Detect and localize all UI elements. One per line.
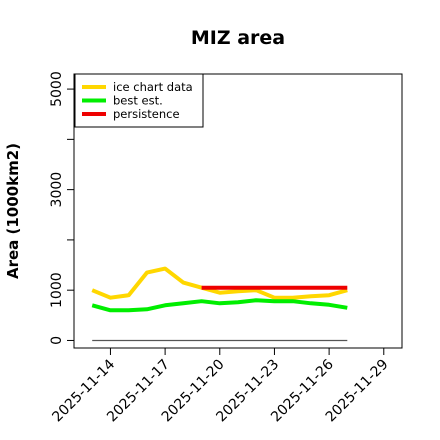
series-layer [91,266,348,342]
y-tick-label: 5000 [49,71,65,107]
y-tick-label: 1000 [49,272,65,308]
plot-frame [73,73,403,349]
y-tick-label: 3000 [49,172,65,208]
legend-entry: ice chart data [113,80,193,94]
legend-entry: best est. [113,94,163,108]
y-tick-label: 0 [49,336,65,345]
legend-entry: persistence [113,107,180,121]
y-axis: 0 1000 3000 5000 [49,71,74,345]
y-axis-label: Area (1000km2) [4,143,22,279]
series-line-best-est- [91,298,348,313]
x-axis: 2025-11-142025-11-172025-11-202025-11-23… [49,348,392,425]
series-line-ice-chart-data [91,266,348,300]
chart-title: MIZ area [191,27,285,49]
